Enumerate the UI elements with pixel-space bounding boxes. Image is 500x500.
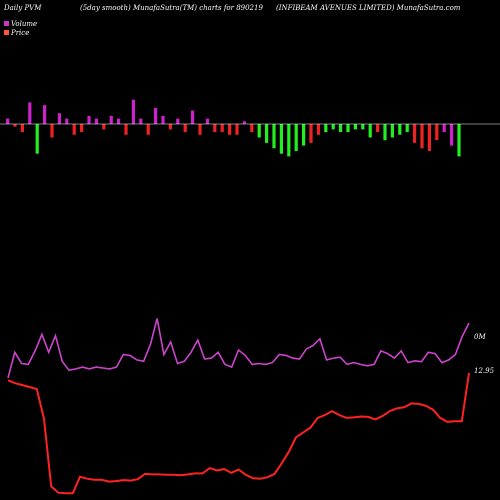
volume-bar [450, 124, 454, 146]
chart-header-right: (INFIBEAM AVENUES LIMITED) MunafaSutra.c… [276, 4, 461, 12]
volume-bar [220, 124, 224, 133]
volume-bar [228, 124, 232, 135]
legend: Volume Price [4, 20, 37, 37]
volume-bar [316, 124, 320, 135]
volume-bar [161, 115, 165, 124]
volume-bar [50, 124, 54, 138]
volume-bar [13, 124, 17, 127]
volume-bar [80, 124, 84, 133]
volume-bar [346, 124, 350, 133]
volume-bar [294, 124, 298, 151]
volume-bar [457, 124, 461, 157]
volume-bar [390, 124, 394, 138]
volume-bar [413, 124, 417, 143]
volume-bar [376, 124, 380, 133]
volume-bar [309, 124, 313, 143]
volume-bar [154, 107, 158, 124]
volume-bar [213, 124, 217, 133]
volume-bar [442, 124, 446, 133]
volume-bars [6, 99, 461, 157]
volume-bar [353, 124, 357, 130]
volume-bar [242, 121, 246, 124]
volume-bar [124, 124, 128, 135]
volume-bar [198, 124, 202, 135]
volume-bar [420, 124, 424, 149]
legend-volume-label: Volume [11, 20, 37, 28]
volume-bar [117, 118, 121, 124]
volume-bar [279, 124, 283, 154]
volume-bar [435, 124, 439, 141]
volume-series-line [7, 318, 470, 379]
volume-bar [205, 118, 209, 124]
volume-bar [250, 124, 254, 133]
volume-bar [57, 113, 61, 124]
chart-header-center: (5day smooth) MunafaSutra(TM) charts for… [80, 4, 263, 12]
volume-bar [139, 118, 143, 124]
volume-bar [87, 115, 91, 124]
legend-price-swatch [4, 30, 9, 35]
volume-bar [131, 99, 135, 124]
volume-bar [398, 124, 402, 135]
legend-volume-swatch [4, 21, 9, 26]
volume-bar [272, 124, 276, 149]
volume-bar [102, 124, 106, 130]
volume-bar [72, 124, 76, 135]
volume-bar [324, 124, 328, 133]
legend-price-label: Price [10, 29, 29, 37]
volume-bar [265, 124, 269, 143]
volume-bar [183, 124, 187, 133]
volume-bar [405, 124, 409, 133]
volume-end-label: 0M [474, 333, 486, 341]
volume-bar [28, 102, 32, 124]
volume-bar [94, 118, 98, 124]
volume-bar [235, 124, 239, 135]
volume-bar [331, 124, 335, 130]
price-series-line [7, 372, 470, 495]
price-end-label: 12.95 [474, 367, 495, 375]
volume-bar [168, 124, 172, 130]
volume-bar [176, 118, 180, 124]
volume-bar [339, 124, 343, 133]
volume-bar [257, 124, 261, 138]
volume-bar [287, 124, 291, 157]
volume-bar [20, 124, 24, 133]
volume-bar [65, 118, 69, 124]
volume-bar [383, 124, 387, 141]
volume-bar [43, 105, 47, 124]
chart-header-left: Daily PVM [3, 4, 42, 12]
volume-bar [302, 124, 306, 146]
volume-bar [191, 110, 195, 124]
volume-bar [368, 124, 372, 138]
volume-bar [427, 124, 431, 151]
volume-bar [361, 124, 365, 130]
volume-bar [35, 124, 39, 154]
volume-bar [6, 118, 10, 124]
volume-bar [109, 115, 113, 124]
volume-bar [146, 124, 150, 135]
